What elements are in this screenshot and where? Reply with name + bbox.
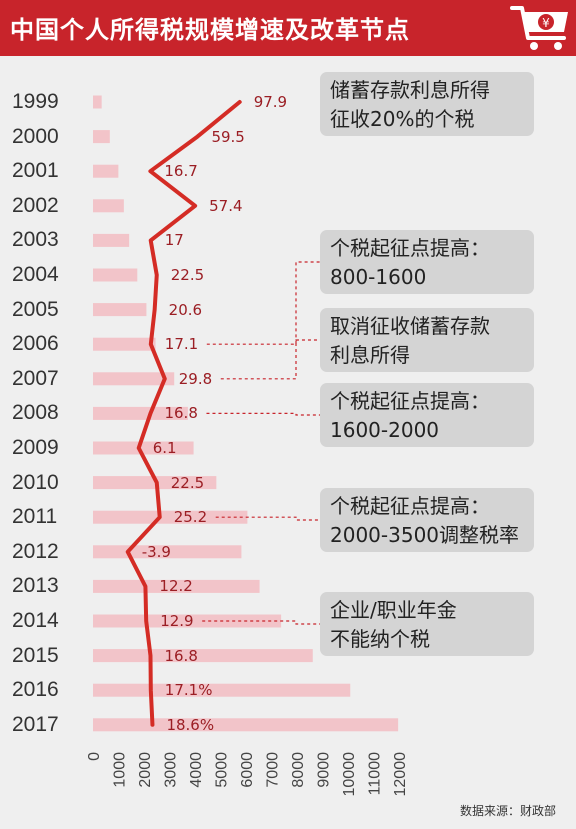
x-tick-label: 10000 xyxy=(341,752,358,797)
growth-value-label: 6.1 xyxy=(152,439,177,457)
x-tick-label: 0 xyxy=(86,752,103,761)
bar-2014 xyxy=(93,614,282,628)
growth-value-label: 12.2 xyxy=(159,577,193,596)
growth-value-label: 12.9 xyxy=(160,612,194,630)
callout-line: 800-1600 xyxy=(330,265,427,289)
growth-value-label: 16.8 xyxy=(164,646,198,665)
callout-1999: 储蓄存款利息所得 征收20%的个税 xyxy=(320,72,534,136)
chart-title: 中国个人所得税规模增速及改革节点 xyxy=(10,16,410,44)
callout-line: 利息所得 xyxy=(330,343,410,367)
growth-value-label: 18.6% xyxy=(166,715,215,734)
x-tick-label: 5000 xyxy=(214,752,231,788)
callout-leader-line xyxy=(220,339,320,380)
bar-2003 xyxy=(93,233,130,247)
year-label: 2011 xyxy=(12,505,58,529)
x-tick-label: 1000 xyxy=(112,752,129,788)
bar-2000 xyxy=(93,130,110,144)
callout-2007: 取消征收储蓄存款 利息所得 xyxy=(320,308,534,372)
source-note: 数据来源：财政部 xyxy=(460,804,557,818)
callout-line: 个税起征点提高： xyxy=(330,236,490,260)
callout-2008: 个税起征点提高： 1600-2000 xyxy=(320,383,534,447)
callout-line: 征收20%的个税 xyxy=(330,107,475,131)
growth-value-label: 20.6 xyxy=(168,300,203,319)
bar-1999 xyxy=(93,95,102,109)
growth-rate-line xyxy=(125,100,242,727)
year-label: 2015 xyxy=(12,643,59,667)
callout-line: 个税起征点提高： xyxy=(330,494,490,518)
year-label: 2004 xyxy=(12,263,59,286)
x-tick-label: 11000 xyxy=(367,752,384,795)
growth-value-label: 57.4 xyxy=(209,196,243,215)
growth-value-label: 29.8 xyxy=(178,369,213,388)
growth-value-label: -3.9 xyxy=(141,542,171,561)
year-label: 2003 xyxy=(12,228,59,252)
year-label: 2017 xyxy=(12,712,59,736)
year-label: 2012 xyxy=(12,539,59,563)
x-tick-label: 9000 xyxy=(316,752,333,788)
callout-2014: 企业/职业年金 不能纳个税 xyxy=(320,592,534,656)
bar-2009 xyxy=(93,441,194,455)
year-label: 2005 xyxy=(12,297,59,321)
growth-value-label: 16.8 xyxy=(164,404,198,423)
callout-line: 储蓄存款利息所得 xyxy=(330,78,490,102)
growth-value-label: 59.5 xyxy=(211,127,245,146)
header-bar: 中国个人所得税规模增速及改革节点 ¥ xyxy=(0,0,576,56)
growth-value-label: 16.7 xyxy=(164,162,198,181)
bar-2016 xyxy=(93,683,351,697)
year-label: 2008 xyxy=(12,401,59,425)
bar-2013 xyxy=(93,579,260,593)
year-label: 2006 xyxy=(12,332,59,356)
bar-2002 xyxy=(93,199,124,213)
year-label: 1999 xyxy=(12,90,59,113)
shopping-cart-yen-icon: ¥ xyxy=(510,6,568,50)
bar-2017 xyxy=(93,718,399,732)
bar-2006 xyxy=(93,337,156,351)
year-label: 2001 xyxy=(12,159,59,183)
bar-2007 xyxy=(93,372,175,386)
x-tick-label: 12000 xyxy=(392,752,409,797)
bar-2015 xyxy=(93,649,313,663)
year-label: 2010 xyxy=(12,470,59,494)
callout-2006: 个税起征点提高： 800-1600 xyxy=(320,230,534,294)
callout-leader-line xyxy=(202,620,320,625)
year-label: 2014 xyxy=(12,609,59,632)
callout-line: 企业/职业年金 xyxy=(330,598,457,622)
bar-2008 xyxy=(93,406,188,420)
x-tick-label: 6000 xyxy=(239,752,256,788)
bar-2011 xyxy=(93,510,248,524)
svg-text:¥: ¥ xyxy=(542,16,550,30)
callout-line: 取消征收储蓄存款 xyxy=(330,314,490,338)
callout-line: 1600-2000 xyxy=(330,418,440,442)
year-label: 2016 xyxy=(12,678,59,702)
callout-line: 个税起征点提高： xyxy=(330,389,490,413)
growth-value-label: 22.5 xyxy=(170,473,205,492)
year-label: 2009 xyxy=(12,436,59,459)
growth-value-label: 22.5 xyxy=(170,266,205,284)
bar-2004 xyxy=(93,268,138,282)
x-tick-label: 8000 xyxy=(290,752,307,788)
year-label: 2002 xyxy=(12,193,59,217)
callout-leader-line xyxy=(206,261,320,345)
year-label: 2007 xyxy=(12,366,59,390)
growth-value-label: 17.1% xyxy=(164,681,213,700)
growth-value-label: 17 xyxy=(164,231,184,250)
callout-leader-line xyxy=(206,412,320,416)
x-tick-label: 3000 xyxy=(163,752,180,788)
x-tick-label: 2000 xyxy=(137,752,154,788)
bar-2001 xyxy=(93,164,119,178)
year-label: 2013 xyxy=(12,574,59,598)
x-tick-label: 7000 xyxy=(265,752,282,788)
callout-line: 2000-3500调整税率 xyxy=(330,523,520,547)
growth-value-label: 25.2 xyxy=(173,508,208,527)
x-tick-label: 4000 xyxy=(188,752,205,788)
growth-value-label: 97.9 xyxy=(253,93,288,111)
bar-2005 xyxy=(93,303,147,317)
growth-value-label: 17.1 xyxy=(164,335,199,354)
callout-line: 不能纳个税 xyxy=(330,627,430,651)
callout-2011: 个税起征点提高： 2000-3500调整税率 xyxy=(320,488,534,552)
chart-area: 0 1000 2000 3000 4000 5000 6000 7000 8000 9000 100… xyxy=(86,95,409,797)
year-label: 2000 xyxy=(12,124,59,148)
